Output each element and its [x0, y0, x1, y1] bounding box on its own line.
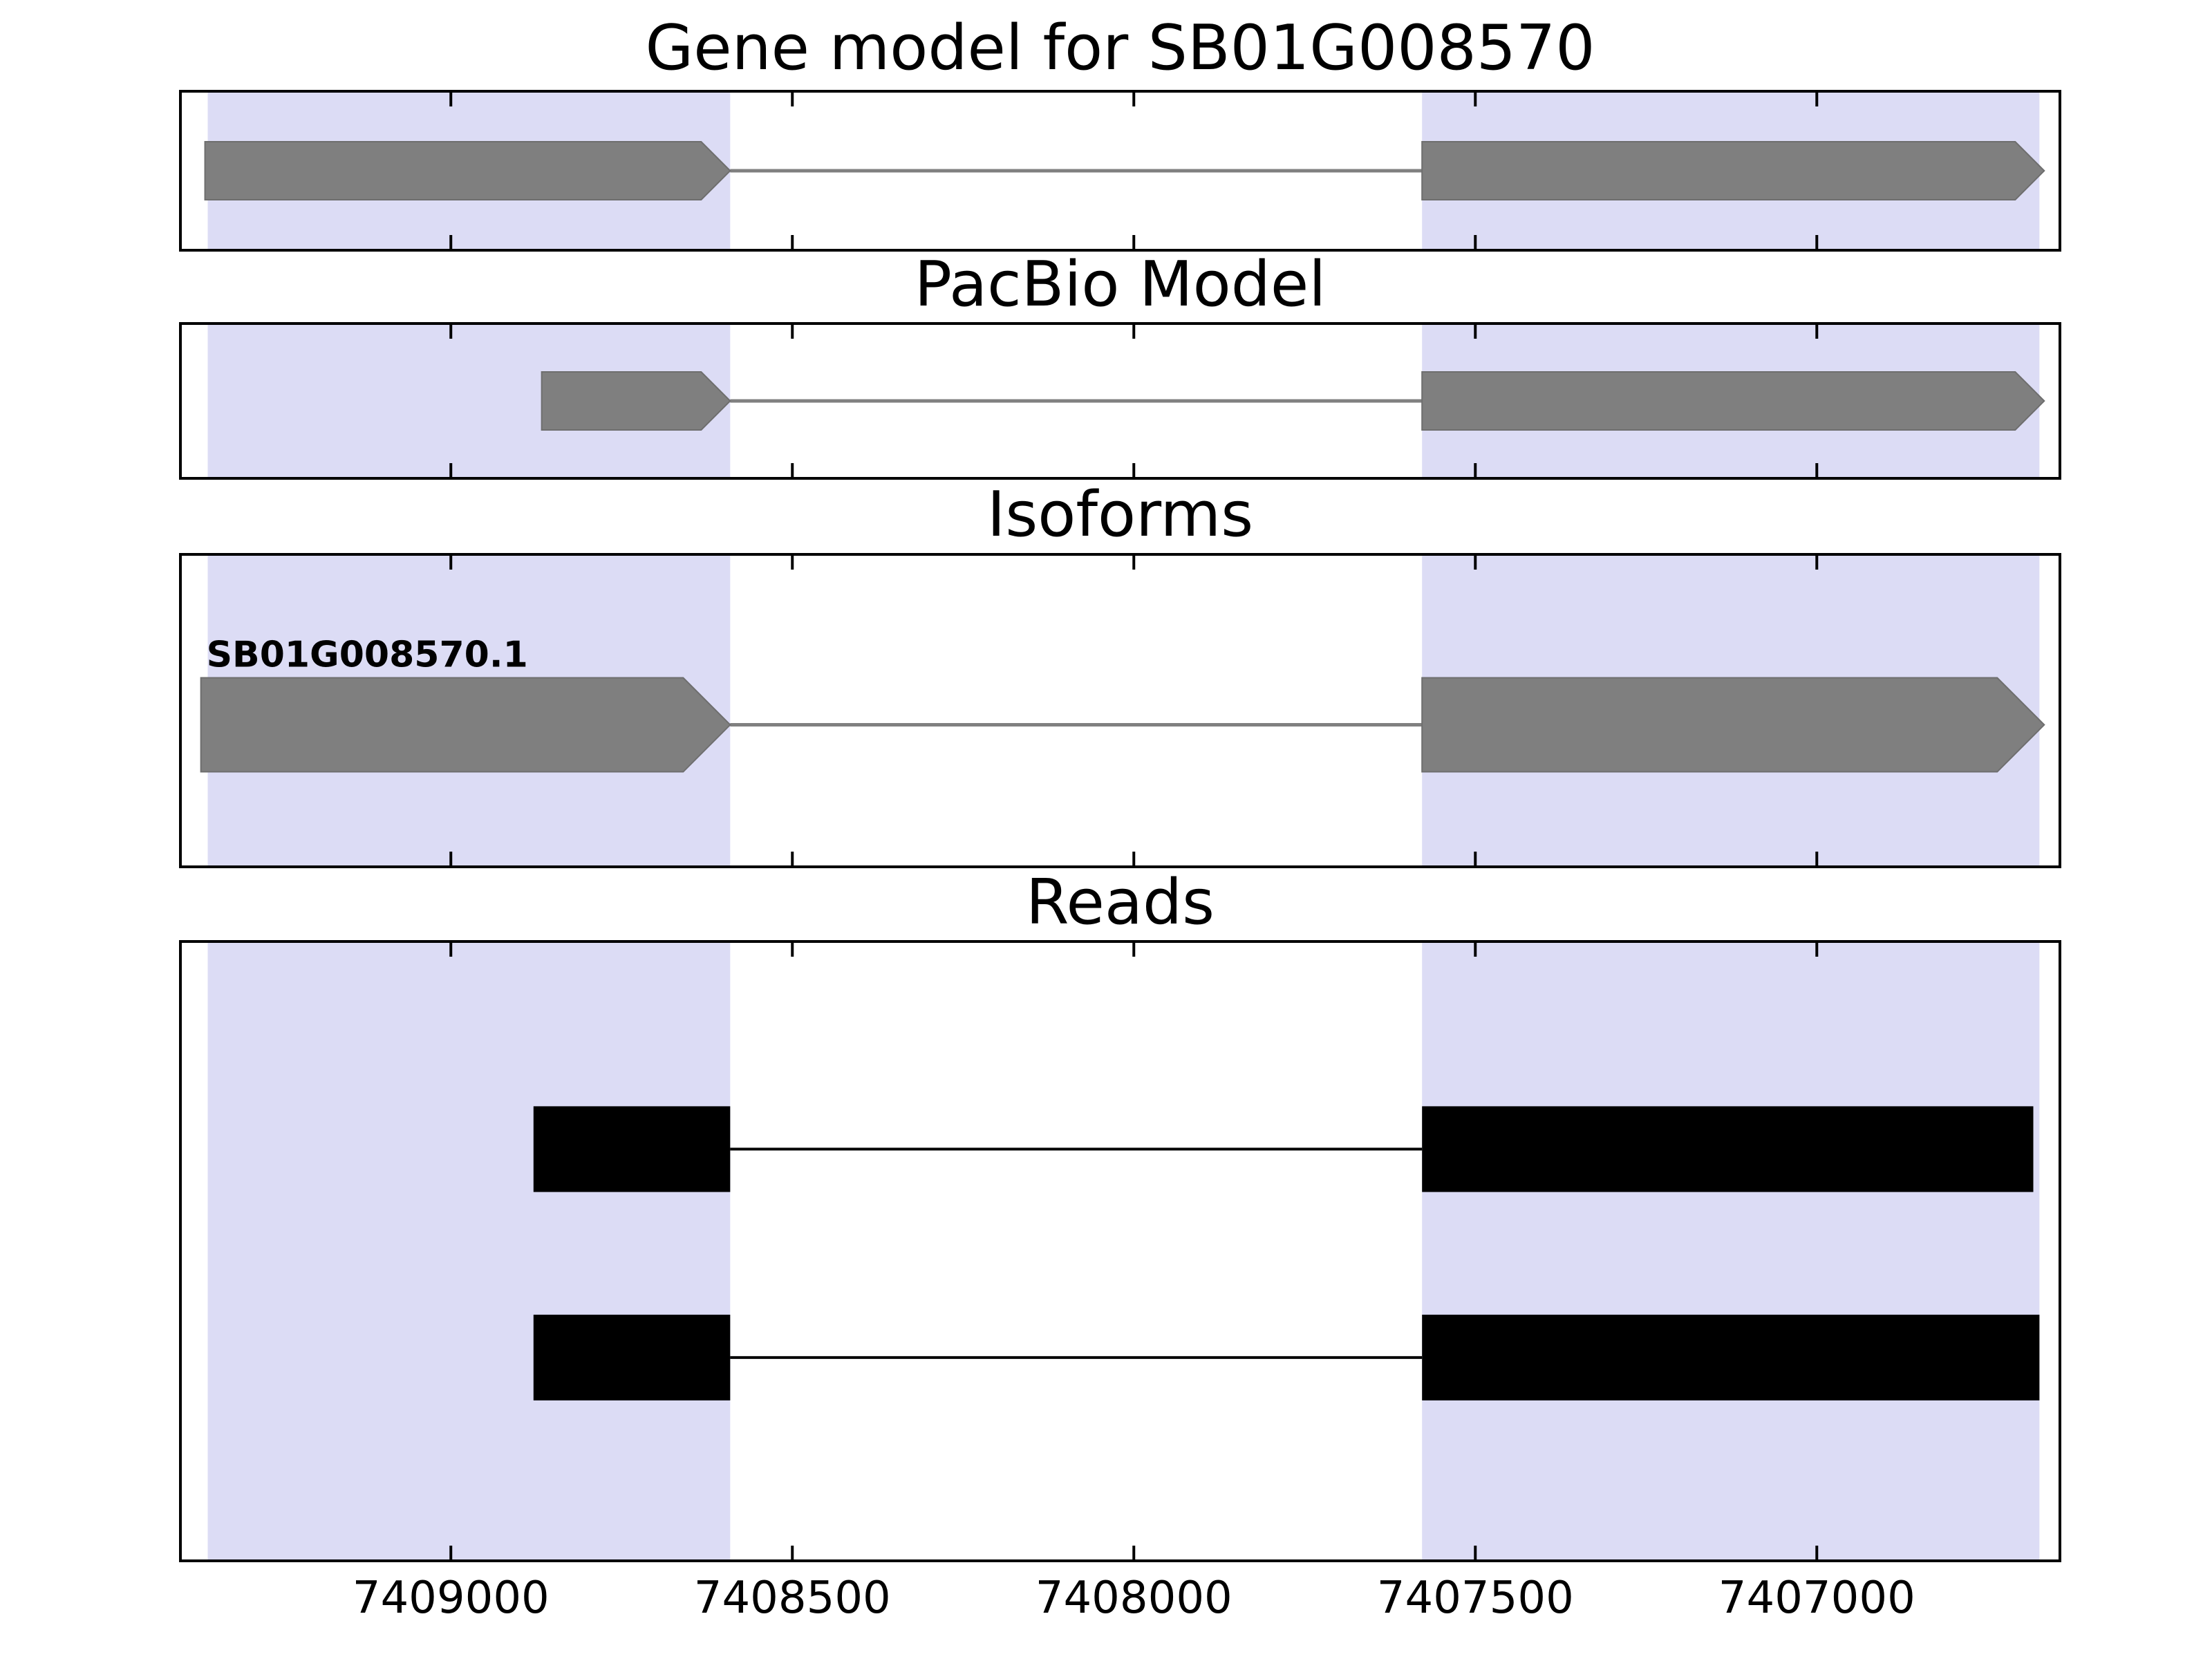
reads-track-canvas	[179, 940, 2061, 1562]
exon-block	[200, 677, 731, 773]
exon-block	[204, 141, 731, 200]
read-block	[1422, 1314, 2040, 1400]
x-axis-tick-label: 7407000	[1718, 1573, 1915, 1624]
gene-model-track-canvas	[179, 90, 2061, 252]
exon-block	[1421, 677, 2045, 773]
track-panel-pacbio	[179, 322, 2061, 480]
x-axis-tick-label: 7408000	[1035, 1573, 1232, 1624]
read-block	[1422, 1106, 2034, 1192]
title-isoforms: Isoforms	[986, 478, 1254, 551]
x-axis: 7409000 7408500 7408000 7407500 7407000	[0, 1571, 2212, 1633]
exon-highlight-region	[207, 940, 731, 1562]
panel-border	[179, 90, 2061, 252]
panel-border	[179, 940, 2061, 1562]
title-reads: Reads	[1025, 866, 1215, 939]
isoform-label: SB01G008570.1	[207, 635, 528, 676]
x-axis-tick-label: 7407500	[1376, 1573, 1574, 1624]
title-gene-model: Gene model for SB01G008570	[645, 12, 1595, 84]
track-panel-isoforms: SB01G008570.1	[179, 553, 2061, 868]
x-axis-tick-label: 7408500	[693, 1573, 891, 1624]
pacbio-track-canvas	[179, 322, 2061, 480]
read-block	[533, 1106, 731, 1192]
exon-highlight-region	[1422, 940, 2040, 1562]
track-panel-reads	[179, 940, 2061, 1562]
isoforms-track-canvas: SB01G008570.1	[179, 553, 2061, 868]
track-panel-gene-model	[179, 90, 2061, 252]
exon-block	[1421, 371, 2045, 431]
read-block	[533, 1314, 731, 1400]
title-pacbio-model: PacBio Model	[914, 248, 1327, 321]
exon-block	[1421, 141, 2045, 200]
x-axis-tick-label: 7409000	[352, 1573, 550, 1624]
panel-border	[179, 553, 2061, 868]
exon-block	[541, 371, 731, 431]
panel-border	[179, 322, 2061, 480]
